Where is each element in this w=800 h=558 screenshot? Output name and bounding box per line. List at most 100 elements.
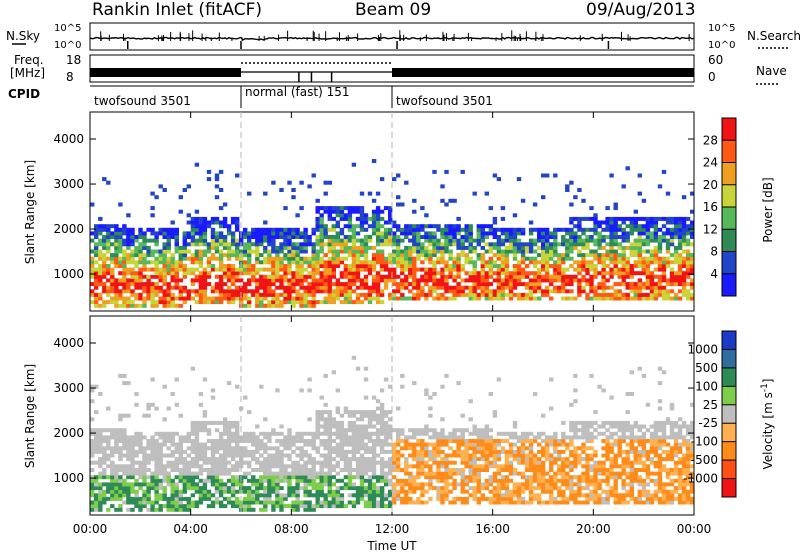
echo-cell bbox=[159, 275, 163, 279]
echo-cell bbox=[150, 304, 154, 308]
echo-cell bbox=[448, 435, 452, 439]
echo-cell bbox=[553, 253, 557, 257]
echo-cell bbox=[303, 464, 307, 468]
echo-cell bbox=[291, 493, 295, 497]
echo-cell bbox=[412, 490, 416, 494]
echo-cell bbox=[291, 297, 295, 301]
echo-cell bbox=[674, 246, 678, 250]
echo-cell bbox=[549, 246, 553, 250]
echo-cell bbox=[376, 231, 380, 235]
echo-cell bbox=[203, 268, 207, 272]
echo-cell bbox=[420, 228, 424, 232]
echo-cell bbox=[408, 435, 412, 439]
echo-cell bbox=[360, 224, 364, 228]
echo-cell bbox=[171, 432, 175, 436]
echo-cell bbox=[211, 253, 215, 257]
echo-cell bbox=[118, 260, 122, 264]
echo-cell bbox=[529, 475, 533, 479]
echo-cell bbox=[416, 439, 420, 443]
echo-cell bbox=[126, 286, 130, 290]
echo-cell bbox=[295, 282, 299, 286]
echo-cell bbox=[98, 428, 102, 432]
echo-cell bbox=[348, 501, 352, 505]
echo-cell bbox=[223, 472, 227, 476]
echo-cell bbox=[541, 490, 545, 494]
echo-cell bbox=[90, 493, 94, 497]
echo-cell bbox=[94, 461, 98, 465]
echo-cell bbox=[493, 410, 497, 414]
echo-cell bbox=[432, 242, 436, 246]
echo-cell bbox=[573, 235, 577, 239]
echo-cell bbox=[614, 203, 618, 207]
echo-cell bbox=[223, 432, 227, 436]
echo-cell bbox=[360, 253, 364, 257]
echo-cell bbox=[404, 246, 408, 250]
echo-cell bbox=[509, 490, 513, 494]
echo-cell bbox=[646, 278, 650, 282]
echo-cell bbox=[424, 246, 428, 250]
echo-cell bbox=[654, 275, 658, 279]
echo-cell bbox=[275, 454, 279, 458]
echo-cell bbox=[416, 242, 420, 246]
echo-cell bbox=[163, 260, 167, 264]
echo-cell bbox=[452, 472, 456, 476]
echo-cell bbox=[307, 508, 311, 512]
echo-cell bbox=[529, 450, 533, 454]
echo-cell bbox=[553, 268, 557, 272]
echo-cell bbox=[440, 293, 444, 297]
echo-cell bbox=[291, 508, 295, 512]
echo-cell bbox=[215, 490, 219, 494]
echo-cell bbox=[299, 275, 303, 279]
echo-cell bbox=[118, 293, 122, 297]
echo-cell bbox=[412, 271, 416, 275]
echo-cell bbox=[589, 268, 593, 272]
echo-cell bbox=[171, 228, 175, 232]
echo-cell bbox=[255, 300, 259, 304]
echo-cell bbox=[138, 278, 142, 282]
echo-cell bbox=[477, 446, 481, 450]
echo-cell bbox=[352, 260, 356, 264]
echo-cell bbox=[179, 250, 183, 254]
echo-cell bbox=[400, 482, 404, 486]
echo-cell bbox=[324, 493, 328, 497]
echo-cell bbox=[231, 250, 235, 254]
echo-cell bbox=[569, 275, 573, 279]
echo-cell bbox=[477, 468, 481, 472]
echo-cell bbox=[344, 454, 348, 458]
echo-cell bbox=[247, 497, 251, 501]
echo-cell bbox=[324, 278, 328, 282]
echo-cell bbox=[360, 468, 364, 472]
echo-cell bbox=[303, 439, 307, 443]
echo-cell bbox=[682, 242, 686, 246]
echo-cell bbox=[106, 181, 110, 185]
echo-cell bbox=[416, 497, 420, 501]
echo-cell bbox=[291, 472, 295, 476]
echo-cell bbox=[557, 278, 561, 282]
echo-cell bbox=[473, 246, 477, 250]
echo-cell bbox=[593, 275, 597, 279]
echo-cell bbox=[368, 414, 372, 418]
echo-cell bbox=[360, 242, 364, 246]
echo-cell bbox=[106, 257, 110, 261]
echo-cell bbox=[336, 253, 340, 257]
echo-cell bbox=[175, 468, 179, 472]
echo-cell bbox=[134, 479, 138, 483]
echo-cell bbox=[215, 486, 219, 490]
echo-cell bbox=[404, 231, 408, 235]
echo-cell bbox=[577, 282, 581, 286]
echo-cell bbox=[481, 271, 485, 275]
echo-cell bbox=[456, 468, 460, 472]
echo-cell bbox=[465, 231, 469, 235]
echo-cell bbox=[601, 297, 605, 301]
echo-cell bbox=[533, 454, 537, 458]
echo-cell bbox=[114, 231, 118, 235]
echo-cell bbox=[533, 464, 537, 468]
echo-cell bbox=[396, 493, 400, 497]
echo-cell bbox=[565, 250, 569, 254]
echo-cell bbox=[489, 246, 493, 250]
echo-cell bbox=[328, 260, 332, 264]
echo-cell bbox=[328, 454, 332, 458]
echo-cell bbox=[525, 486, 529, 490]
echo-cell bbox=[420, 260, 424, 264]
echo-cell bbox=[142, 260, 146, 264]
